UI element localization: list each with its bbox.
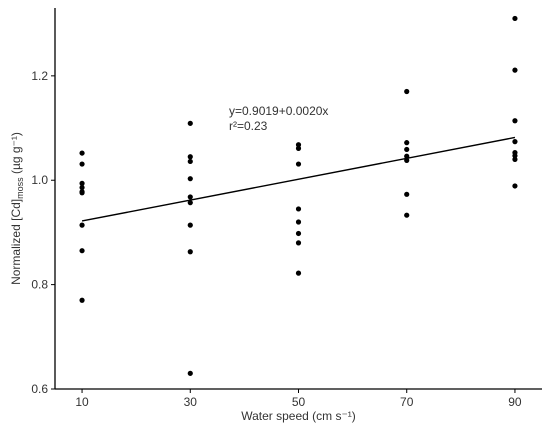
data-point: [512, 15, 518, 22]
x-tick-label: 70: [400, 395, 414, 409]
x-axis-ticks: 10 30 50 70 90: [75, 389, 522, 409]
regression-equation: y=0.9019+0.0020x: [229, 104, 328, 118]
y-axis-label: Normalized [Cd]moss (µg g⁻¹): [9, 132, 25, 285]
data-point: [404, 212, 410, 218]
data-point: [512, 139, 518, 145]
data-point: [295, 206, 302, 212]
y-tick-label: 1.2: [31, 69, 48, 83]
data-point: [79, 297, 85, 303]
data-point: [187, 370, 193, 376]
data-point: [79, 190, 85, 196]
data-point: [79, 184, 85, 191]
data-point: [79, 222, 85, 228]
y-tick-label: 1.0: [31, 173, 48, 187]
data-point: [512, 183, 518, 189]
data-point: [187, 194, 193, 200]
y-axis-ticks: 0.6 0.8 1.0 1.2: [31, 69, 55, 396]
data-point: [295, 219, 302, 225]
regression-r2: r²=0.23: [229, 119, 268, 133]
x-tick-label: 10: [75, 395, 89, 409]
x-axis-label: Water speed (cm s⁻¹): [241, 409, 356, 423]
data-point: [295, 240, 302, 246]
data-point: [79, 248, 85, 254]
data-point: [295, 230, 302, 237]
y-axis-label-prefix: Normalized [Cd]: [9, 199, 23, 285]
x-tick-label: 50: [292, 395, 306, 409]
data-point: [404, 140, 410, 146]
data-point: [187, 120, 193, 126]
data-point: [79, 150, 85, 156]
data-point: [404, 146, 410, 153]
data-point: [187, 200, 193, 206]
y-axis-label-subscript: moss: [15, 177, 25, 199]
y-tick-label: 0.8: [31, 278, 48, 292]
data-point: [404, 157, 410, 163]
data-point: [79, 180, 85, 186]
data-point: [187, 158, 193, 165]
data-point: [295, 142, 302, 148]
y-axis-label-suffix: (µg g⁻¹): [9, 132, 23, 177]
data-point: [404, 153, 410, 159]
y-tick-label: 0.6: [31, 382, 48, 396]
data-point: [187, 154, 193, 160]
data-point: [512, 156, 518, 162]
data-point: [295, 270, 302, 276]
data-points: [79, 15, 518, 376]
data-point: [295, 161, 302, 167]
data-point: [512, 153, 518, 159]
regression-line: [81, 136, 516, 222]
data-point: [187, 222, 193, 228]
data-point: [295, 145, 302, 151]
data-point: [404, 88, 410, 95]
data-point: [79, 161, 85, 167]
data-point: [512, 118, 518, 124]
data-point: [404, 191, 410, 197]
data-point: [187, 249, 193, 255]
x-tick-label: 30: [184, 395, 198, 409]
data-point: [512, 67, 518, 73]
data-point: [187, 176, 193, 182]
x-tick-label: 90: [508, 395, 522, 409]
